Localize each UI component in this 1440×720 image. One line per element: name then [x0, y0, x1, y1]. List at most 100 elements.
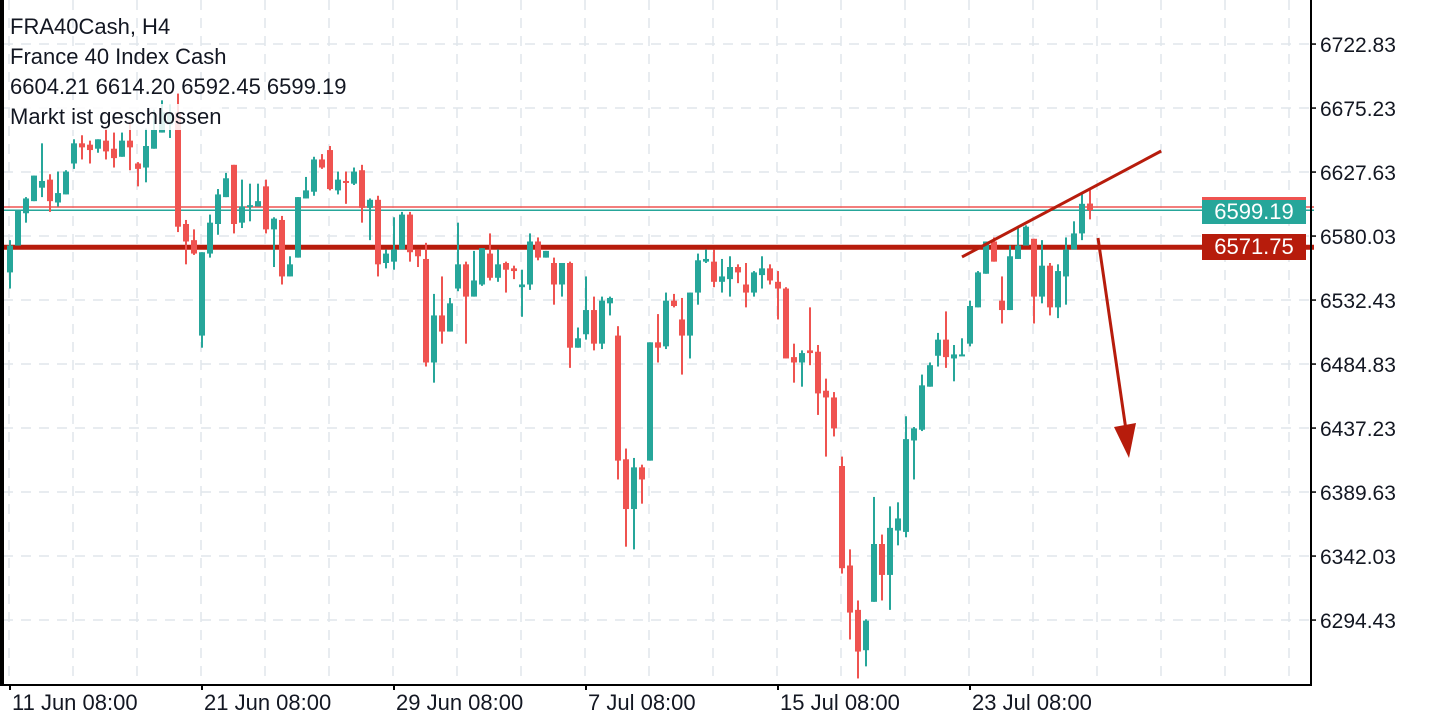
candle-body-up — [479, 248, 485, 285]
candle-wick — [953, 345, 955, 382]
candle-wick — [825, 378, 827, 457]
candle-body-up — [599, 300, 605, 344]
candle-body-up — [975, 272, 981, 308]
candle-wick — [505, 261, 507, 293]
candle-body-up — [799, 353, 805, 363]
candle-wick — [801, 350, 803, 387]
left-border — [0, 0, 4, 686]
candle-body-down — [615, 335, 621, 461]
candle-body-up — [31, 175, 37, 202]
candles — [7, 93, 1093, 679]
candle-body-up — [455, 264, 461, 289]
candle-body-down — [135, 163, 141, 169]
candle-body-down — [79, 143, 85, 148]
symbol-timeframe: FRA40Cash, H4 — [10, 14, 171, 39]
ohlc-readout: 6604.21 6614.20 6592.45 6599.19 — [10, 74, 347, 99]
candle-body-up — [287, 264, 293, 277]
candle-body-down — [263, 186, 269, 230]
candle-body-up — [759, 268, 765, 276]
price-tick-label: 6294.43 — [1320, 610, 1396, 633]
candle-body-up — [663, 300, 669, 347]
candle-body-down — [47, 179, 53, 202]
candle-body-up — [959, 354, 965, 357]
candle-body-up — [239, 206, 245, 223]
candle-body-down — [823, 390, 829, 398]
candle-body-down — [375, 199, 381, 265]
price-tick-label: 6389.63 — [1320, 482, 1396, 505]
candle-body-up — [335, 179, 341, 191]
candle-wick — [681, 297, 683, 375]
candle-body-up — [391, 249, 397, 262]
candle-wick — [721, 258, 723, 293]
candle-body-up — [871, 544, 877, 602]
candle-body-up — [583, 310, 589, 335]
candle-body-down — [359, 170, 365, 208]
candle-body-down — [791, 357, 797, 363]
price-axis-line — [1310, 0, 1312, 686]
candle-body-up — [215, 194, 221, 224]
candle-body-up — [15, 210, 21, 246]
time-tick-label: 15 Jul 08:00 — [780, 690, 900, 715]
candle-body-up — [519, 284, 525, 288]
candle-body-up — [223, 178, 229, 198]
drawings[interactable] — [961, 149, 1162, 458]
candle-body-down — [815, 351, 821, 394]
candle-body-down — [775, 281, 781, 289]
candle-wick — [369, 198, 371, 241]
candle-wick — [441, 276, 443, 344]
arrow-line — [1096, 237, 1128, 431]
candle-body-up — [967, 306, 973, 344]
instrument-name: France 40 Index Cash — [10, 44, 227, 69]
price-levels — [3, 206, 1314, 250]
candle-body-down — [831, 397, 837, 429]
candle-body-up — [431, 315, 437, 363]
price-tick-label: 6437.23 — [1320, 418, 1396, 441]
candle-wick — [345, 171, 347, 204]
candle-body-up — [895, 518, 901, 531]
candle-body-down — [591, 310, 597, 344]
candle-body-up — [647, 342, 653, 461]
candle-body-up — [95, 139, 101, 149]
time-axis-line — [3, 684, 1312, 686]
candle-body-up — [383, 253, 389, 263]
candle-wick — [521, 269, 523, 317]
candle-body-up — [367, 199, 373, 208]
candle-body-up — [7, 245, 13, 273]
candle-body-up — [919, 385, 925, 430]
time-tick-label: 29 Jun 08:00 — [396, 690, 523, 715]
candle-body-up — [39, 180, 45, 188]
candle-wick — [657, 314, 659, 363]
candle-wick — [257, 183, 259, 207]
candle-body-down — [327, 150, 333, 190]
candle-body-down — [639, 467, 645, 480]
candle-body-down — [415, 249, 421, 257]
candle-body-up — [687, 292, 693, 336]
candle-wick — [241, 179, 243, 229]
candle-wick — [961, 338, 963, 356]
candle-body-up — [143, 146, 149, 168]
candle-body-down — [671, 300, 677, 307]
candle-body-up — [471, 280, 477, 297]
candle-body-down — [551, 262, 557, 285]
candle-body-up — [295, 197, 301, 258]
candle-body-down — [623, 459, 629, 510]
candle-wick — [513, 265, 515, 280]
candle-body-down — [503, 262, 509, 270]
candle-body-up — [559, 262, 565, 285]
candle-body-up — [199, 252, 205, 336]
candle-body-up — [727, 267, 733, 280]
candle-body-down — [855, 609, 861, 652]
candle-wick — [913, 427, 915, 480]
candle-wick — [793, 343, 795, 383]
time-tick-label: 21 Jun 08:00 — [204, 690, 331, 715]
candle-wick — [1017, 228, 1019, 259]
candle-wick — [89, 140, 91, 164]
candle-body-up — [23, 198, 29, 214]
candle-body-up — [911, 428, 917, 441]
candle-body-up — [935, 339, 941, 356]
candle-wick — [457, 222, 459, 292]
time-tick-label: 7 Jul 08:00 — [588, 690, 696, 715]
candle-body-down — [735, 267, 741, 273]
candle-body-up — [1039, 265, 1045, 297]
